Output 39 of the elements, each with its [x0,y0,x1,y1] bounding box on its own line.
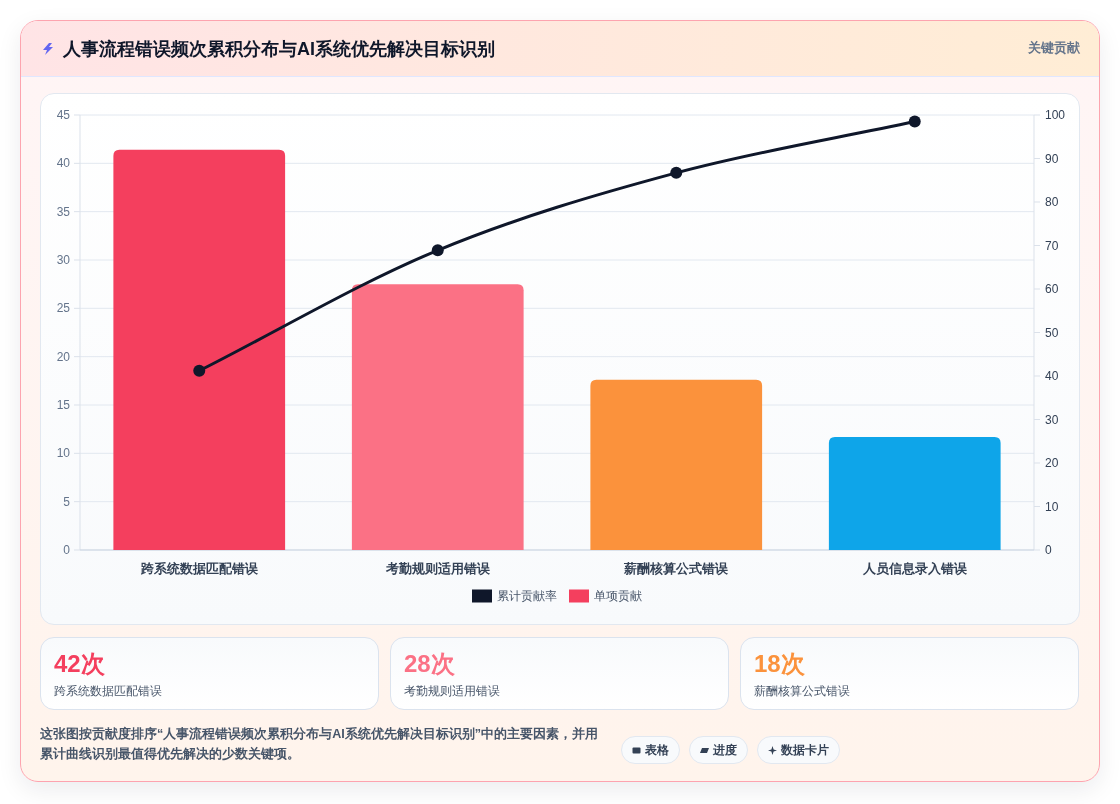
y2-tick-label: 80 [1045,195,1059,209]
y-tick-label: 15 [56,398,71,412]
text: 28次 [404,650,455,678]
y2-tick-label: 30 [1045,412,1059,427]
text: 18次 [754,650,805,678]
y-tick-label: 30 [56,253,71,267]
x-tick-label: 薪酬核算公式错误 [623,561,730,576]
y2-tick-label: 0 [1045,543,1052,557]
text: 薪酬核算公式错误 [754,683,850,700]
chart-title: 人事流程错误频次累积分布与AI系统优先解决目标识别 [63,38,495,61]
y-tick-label: 25 [56,301,71,316]
text: 这张图按贡献度排序“人事流程错误频次累积分布与AI系统优先解决目标识别”中的主要因素，并用累计曲线识别最值得优先解决的少数关键项。 [40,725,599,763]
y2-tick-label: 20 [1045,456,1059,470]
y-tick-label: 20 [56,349,71,364]
text: 进度 [713,742,737,758]
y2-tick-label: 10 [1045,499,1059,514]
y-tick-label: 35 [56,204,71,219]
y2-tick-label: 70 [1045,238,1059,253]
text: 考勤规则适用错误 [404,683,500,700]
text: 跨系统数据匹配错误 [54,683,162,700]
y-tick-label: 40 [56,156,71,171]
text: 数据卡片 [781,742,829,758]
text: 42次 [54,650,105,678]
y-tick-label: 45 [56,108,71,122]
legend-label: 单项贡献 [594,589,642,603]
x-tick-label: 跨系统数据匹配错误 [139,561,259,576]
y2-tick-label: 40 [1045,369,1059,383]
y-tick-label: 10 [56,446,71,461]
y-tick-label: 0 [63,543,71,557]
x-tick-label: 考勤规则适用错误 [384,561,491,576]
text: 关键贡献 [1028,40,1080,57]
y2-tick-label: 90 [1045,151,1059,166]
x-tick-label: 人员信息录入错误 [861,561,968,576]
text: 表格 [645,742,669,758]
y2-tick-label: 50 [1045,325,1059,340]
legend-label: 累计贡献率 [497,589,557,603]
y2-tick-label: 100 [1045,108,1066,122]
y-tick-label: 5 [63,494,71,509]
y2-tick-label: 60 [1045,282,1059,296]
